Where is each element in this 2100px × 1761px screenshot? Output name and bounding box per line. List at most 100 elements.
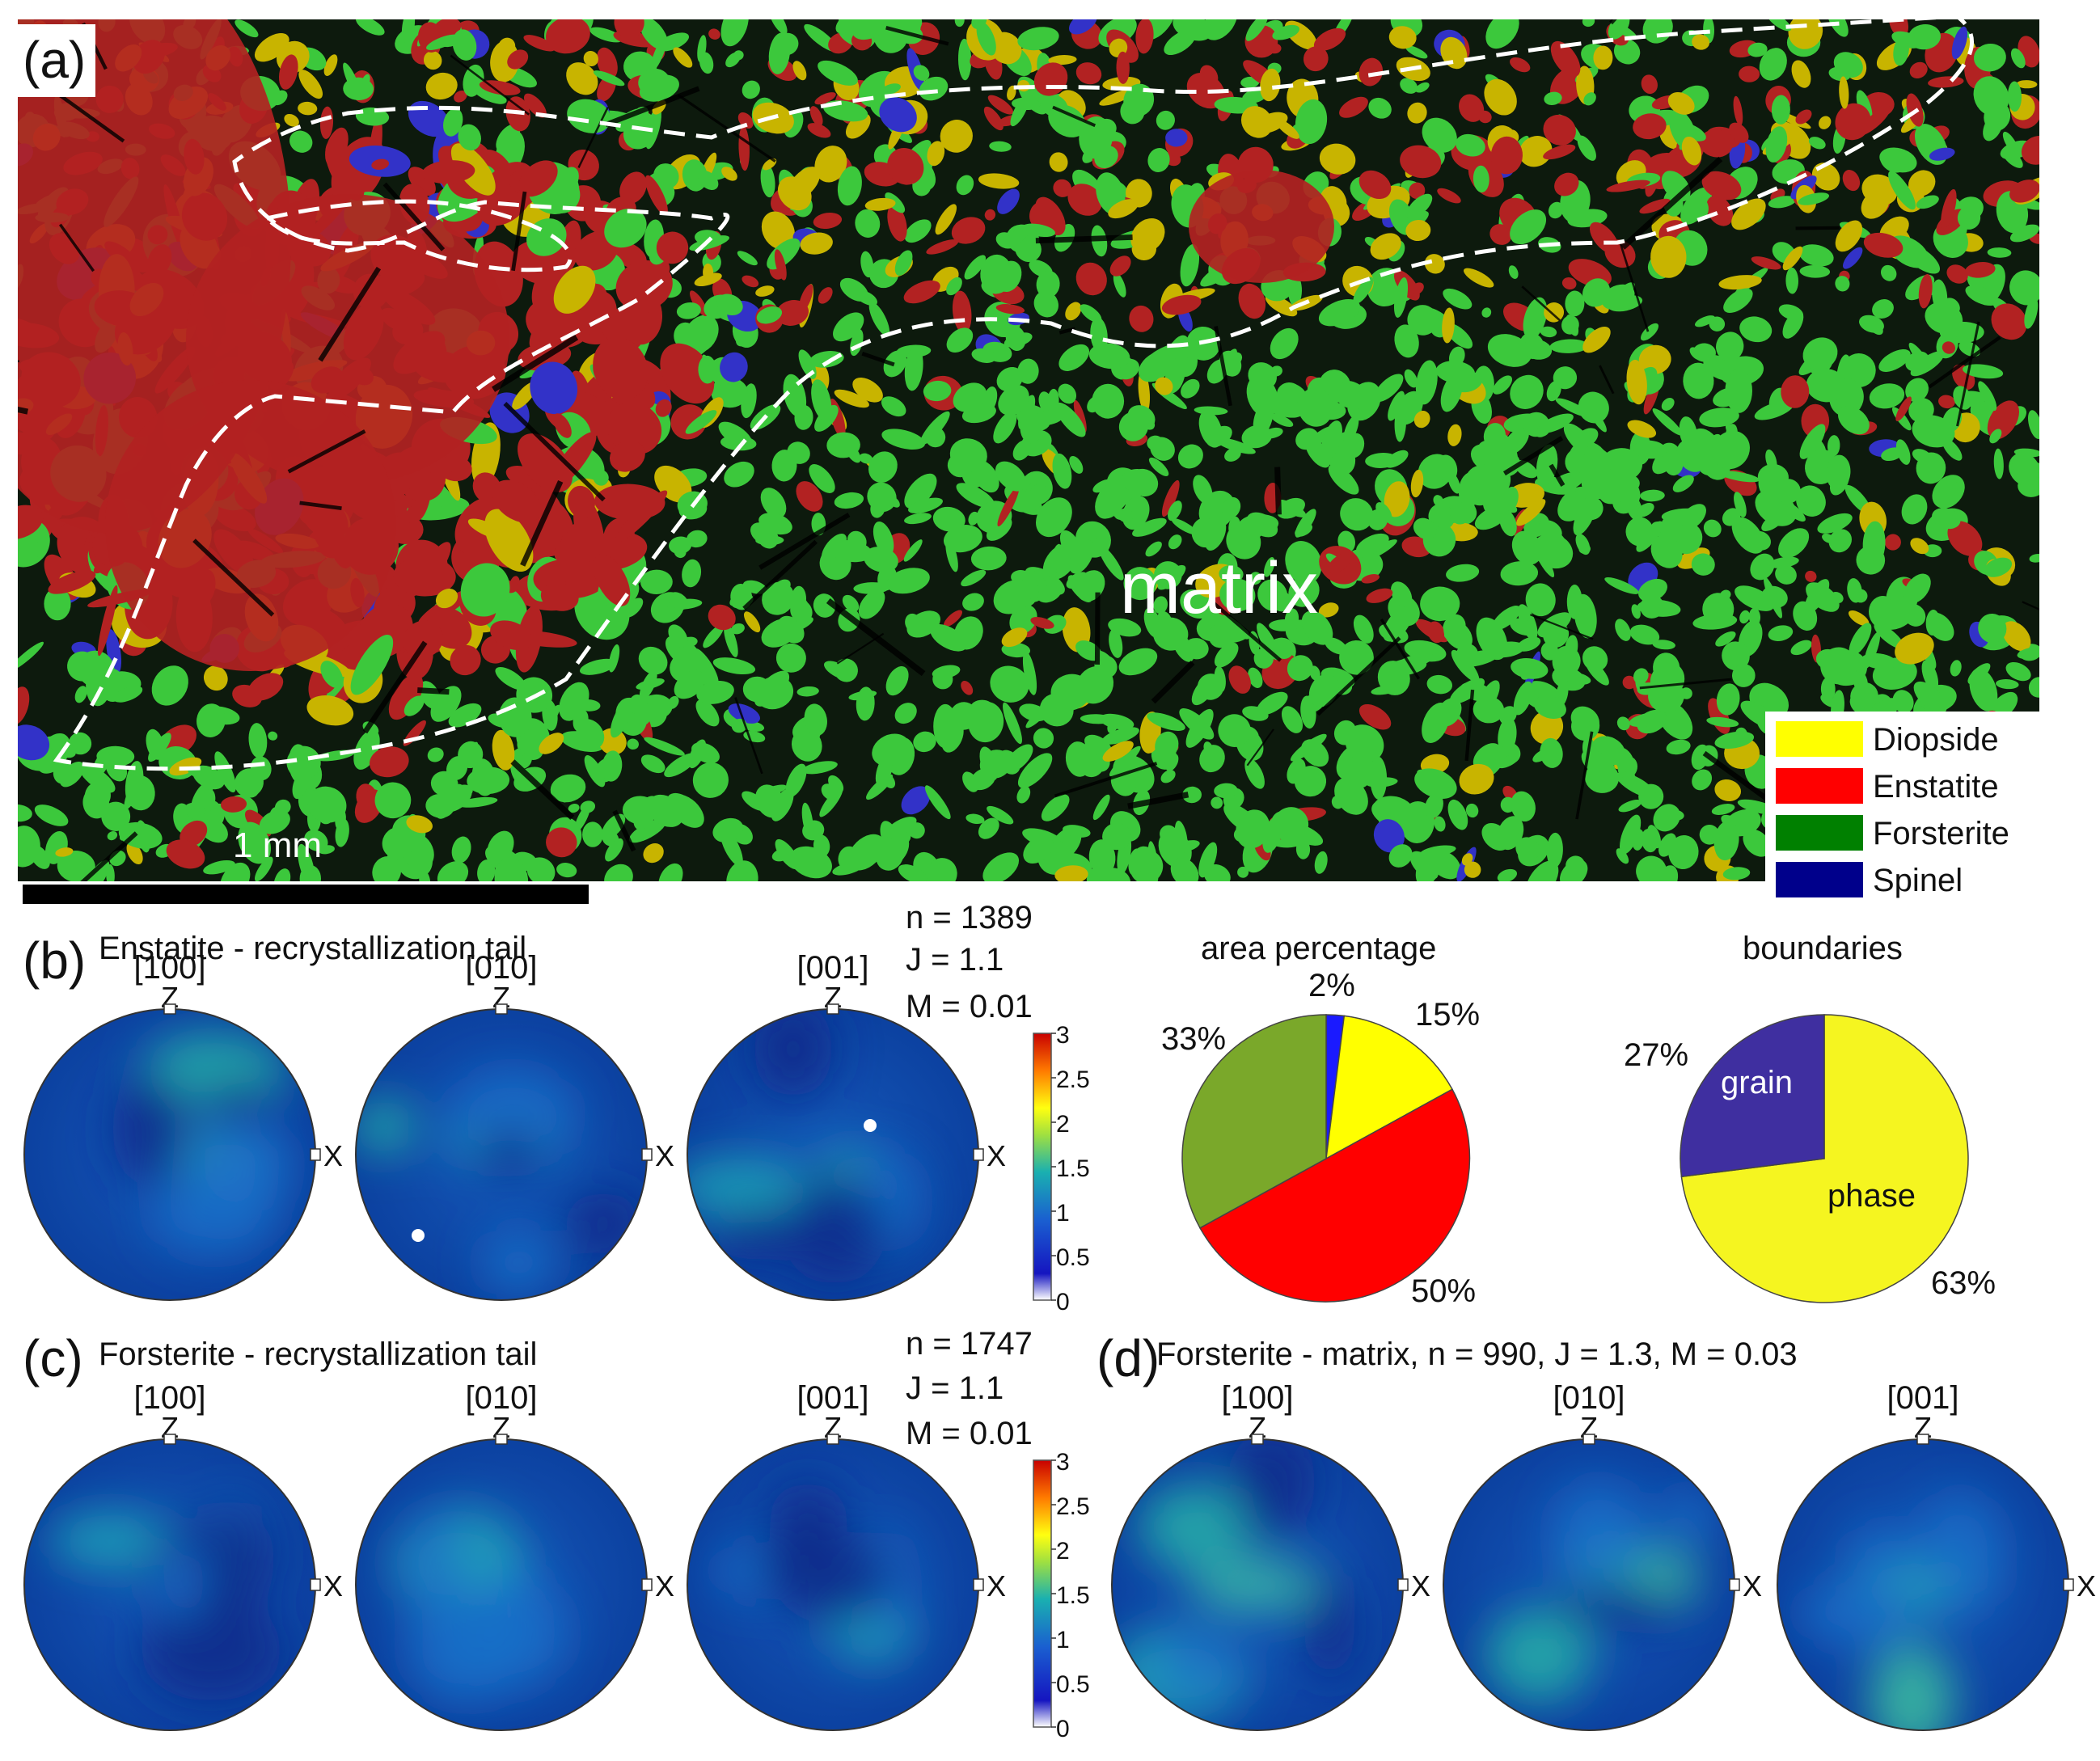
grain: [1636, 503, 1654, 517]
grain: [1041, 794, 1070, 821]
grain: [1003, 702, 1022, 745]
grain: [1275, 119, 1299, 139]
fracture: [1530, 614, 1594, 640]
pie-slice-enstatite: [1198, 1088, 1471, 1303]
grain: [1561, 277, 1577, 290]
colorbar-tick-label: 3: [1056, 1449, 1070, 1476]
grain: [1484, 78, 1517, 116]
pole-b-0-z-marker: [163, 1003, 176, 1015]
grain: [1336, 381, 1362, 408]
grain: [1426, 674, 1453, 695]
grain: [1888, 171, 1916, 210]
grain: [848, 690, 877, 701]
grain: [1118, 648, 1158, 676]
grain: [1331, 796, 1344, 809]
grain: [1366, 588, 1393, 603]
grain: [1946, 478, 1957, 497]
grain: [1838, 406, 1870, 435]
grain: [1129, 305, 1154, 332]
grain: [1895, 439, 1911, 465]
grain: [1048, 104, 1086, 137]
grain: [1165, 129, 1188, 147]
grain: [1361, 574, 1380, 584]
pole-d-2-density-blob: [1798, 1580, 1922, 1645]
grain: [1415, 82, 1430, 93]
grain: [1835, 220, 1863, 252]
grain: [1719, 589, 1731, 601]
grain: [868, 451, 898, 484]
grain: [1835, 103, 1871, 141]
grain: [1582, 326, 1611, 353]
grain: [1122, 468, 1156, 493]
grain: [1584, 762, 1620, 793]
grain: [1116, 51, 1130, 84]
grain: [923, 380, 952, 402]
grain: [1589, 222, 1619, 255]
grain: [1905, 378, 1929, 403]
grain: [1554, 172, 1579, 196]
grain: [1822, 533, 1835, 543]
grain: [768, 32, 791, 74]
grain: [1339, 96, 1368, 118]
grain: [1714, 731, 1755, 750]
pole-b-2-z-marker: [826, 1003, 839, 1015]
grain: [1795, 109, 1812, 125]
grain: [1820, 677, 1836, 701]
colorbar-tick-label: 0.5: [1056, 1244, 1090, 1271]
grain: [1404, 369, 1418, 388]
grain: [1458, 471, 1481, 508]
grain: [1537, 413, 1574, 433]
boundaries-title: boundaries: [1743, 931, 1903, 966]
grain: [53, 760, 74, 784]
grain: [589, 27, 623, 43]
legend-label-spinel: Spinel: [1873, 863, 1963, 898]
grain: [477, 859, 496, 881]
pole-b-max-marker: [864, 1119, 877, 1132]
grain: [1553, 366, 1578, 390]
grain: [1640, 323, 1659, 341]
grain: [695, 230, 722, 246]
grain: [771, 450, 797, 482]
grain: [1043, 614, 1067, 634]
grain: [1878, 348, 1911, 373]
grain: [1301, 610, 1333, 645]
grain: [1443, 288, 1473, 310]
grain: [1575, 534, 1591, 555]
grain: [325, 140, 365, 201]
panel-c-title: Forsterite - recrystallization tail: [99, 1337, 537, 1372]
grain: [1205, 624, 1249, 644]
pole-b-max-marker: [251, 1275, 264, 1288]
grain: [913, 731, 936, 753]
grain: [1722, 508, 1741, 526]
legend-label-forsterite: Forsterite: [1873, 816, 2009, 851]
grain: [1410, 282, 1424, 295]
grain: [1270, 327, 1299, 360]
grain: [467, 766, 510, 795]
grain: [758, 513, 792, 535]
area-label-forsterite: 33%: [1161, 1021, 1226, 1057]
grain: [1978, 381, 1997, 411]
grain: [1716, 683, 1740, 716]
fracture: [1035, 234, 1133, 244]
grain: [1722, 867, 1751, 880]
grain: [1501, 487, 1519, 513]
grain: [1951, 26, 1968, 60]
fracture: [450, 54, 530, 116]
grain: [1785, 267, 1799, 294]
grain: [1109, 255, 1131, 277]
grain: [1179, 707, 1215, 740]
grain: [997, 486, 1020, 527]
panel-d-title: Forsterite - matrix, n = 990, J = 1.3, M…: [1156, 1337, 1798, 1372]
grain: [905, 613, 922, 632]
grain: [458, 741, 484, 769]
grain: [983, 106, 1004, 131]
grain: [1793, 601, 1818, 631]
grain: [1055, 402, 1086, 437]
grain: [404, 695, 425, 716]
grain: [454, 784, 473, 798]
fracture: [503, 402, 606, 502]
grain: [1400, 145, 1442, 179]
grain: [837, 166, 862, 206]
grain: [492, 729, 515, 771]
